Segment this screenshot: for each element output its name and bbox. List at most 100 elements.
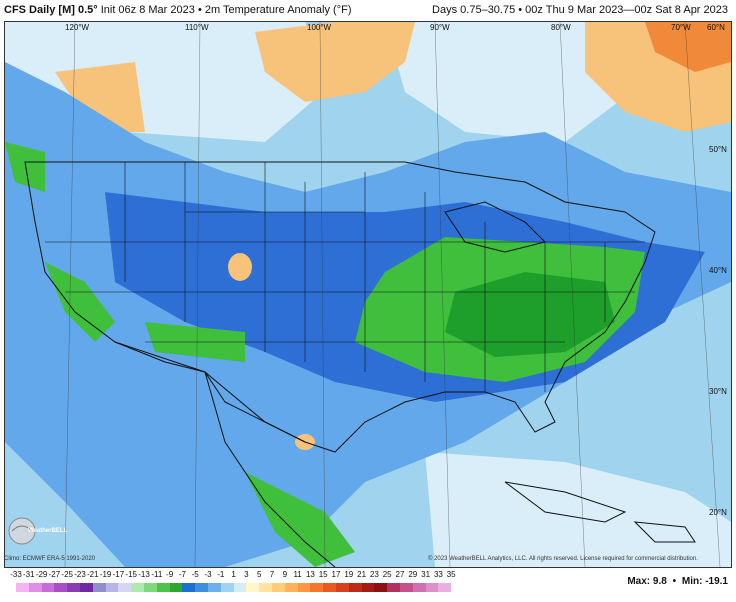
legend-tick-label: 3 <box>244 570 249 579</box>
legend-swatch <box>259 583 272 592</box>
header-sep: • <box>197 4 202 16</box>
max-value: 9.8 <box>652 576 667 587</box>
anomaly-map: 120°W 110°W 100°W 90°W 80°W 70°W 60°N 50… <box>4 21 732 568</box>
min-label: Min: <box>681 576 703 587</box>
model-name: CFS Daily [M] 0.5° <box>4 4 98 16</box>
legend-tick-label: 7 <box>269 570 275 579</box>
legend-swatch <box>438 583 452 592</box>
legend-swatch <box>67 583 80 592</box>
legend-tick-label: -17 <box>112 570 125 579</box>
legend-tick-label: 29 <box>408 570 418 579</box>
state-borders <box>45 162 645 392</box>
legend-tick-label: 27 <box>395 570 405 579</box>
legend-swatch <box>348 583 362 592</box>
legend-tick-label: -33 <box>10 570 22 579</box>
header-left: CFS Daily [M] 0.5° Init 06z 8 Mar 2023 •… <box>4 0 352 20</box>
lat-label: 30°N <box>709 387 727 396</box>
copyright-note: © 2023 WeatherBELL Analytics, LLC. All r… <box>428 556 698 562</box>
mexico-coast <box>204 371 336 567</box>
legend-tick-label: 19 <box>344 570 354 579</box>
legend-swatch <box>323 583 336 592</box>
us-outline <box>24 161 656 453</box>
legend-swatch <box>400 583 413 592</box>
legend-swatch <box>54 583 68 592</box>
legend-tick-label: 33 <box>433 570 443 579</box>
legend-swatch <box>80 583 93 592</box>
legend-tick-label: -3 <box>204 570 212 579</box>
weatherbell-logo: WeatherBELL <box>6 516 68 546</box>
legend-swatch <box>208 583 221 592</box>
legend-tick-label: 23 <box>369 570 379 579</box>
cold-california-sierra <box>45 262 115 342</box>
logo-text: WeatherBELL <box>28 528 68 534</box>
legend-swatch <box>182 583 196 592</box>
lon-label: 70°W <box>671 23 691 32</box>
footer: Climo: ECMWF ERA-5 1991-2020 © 2023 Weat… <box>0 556 736 602</box>
legend-tick-label: -11 <box>151 570 163 579</box>
valid-period: Days 0.75–30.75 • 00z Thu 9 Mar 2023—00z… <box>432 4 728 16</box>
lon-label-group: 120°W 110°W 100°W 90°W 80°W 70°W 60°N <box>65 23 725 32</box>
graticule <box>64 22 721 567</box>
legend-tick-label: 13 <box>305 570 315 579</box>
lon-label: 80°W <box>551 23 571 32</box>
legend-tick-label: -15 <box>125 570 137 579</box>
cold-vancouver-island <box>5 142 45 192</box>
legend-tick-label: -13 <box>138 570 150 579</box>
legend-tick-label: 35 <box>446 570 456 579</box>
lon-label: 110°W <box>185 23 209 32</box>
warm-spot-colorado <box>228 253 252 281</box>
legend-tick-label: -19 <box>99 570 112 579</box>
legend-tick-label: -1 <box>217 570 225 579</box>
near-normal-canada <box>385 22 645 142</box>
legend-swatch <box>272 583 285 592</box>
cold-mexico <box>245 472 355 567</box>
legend-tick-label: -7 <box>178 570 186 579</box>
legend-tick-label: -29 <box>35 570 48 579</box>
legend-swatch <box>233 583 247 592</box>
legend-swatch <box>425 583 439 592</box>
near-normal-caribbean <box>425 452 731 567</box>
warm-british-columbia <box>55 62 145 132</box>
lat-label: 40°N <box>709 266 727 275</box>
us-mexico-border <box>114 341 306 443</box>
legend-tick-label: 11 <box>293 570 302 579</box>
min-value: -19.1 <box>705 576 728 587</box>
legend-swatch <box>374 583 388 592</box>
legend-tick-label: 5 <box>256 570 262 579</box>
legend-swatch <box>144 583 157 592</box>
legend-tick-label: -25 <box>61 570 73 579</box>
legend-swatch <box>361 583 375 592</box>
lon-label: 60°N <box>707 23 725 32</box>
header: CFS Daily [M] 0.5° Init 06z 8 Mar 2023 •… <box>0 0 736 20</box>
logo-icon <box>8 517 36 545</box>
legend-tick-label: 31 <box>421 570 431 579</box>
legend-swatch <box>16 583 29 592</box>
legend-tick-label: -21 <box>87 570 99 579</box>
legend-swatch <box>387 583 400 592</box>
legend-tick-label: -27 <box>48 570 61 579</box>
legend-swatch <box>118 583 132 592</box>
legend-swatch <box>310 583 324 592</box>
hot-labrador <box>645 22 731 72</box>
legend-tick-label: 1 <box>231 570 236 579</box>
field-name: 2m Temperature Anomaly (°F) <box>204 4 352 16</box>
legend-swatch <box>412 583 426 592</box>
legend-swatch <box>195 583 208 592</box>
legend-tick-label: -31 <box>23 570 35 579</box>
legend-tick-label: 9 <box>282 570 288 579</box>
legend-swatch <box>220 583 234 592</box>
cuba-outline <box>504 481 627 523</box>
lat-label-group: 50°N 40°N 30°N 20°N <box>709 145 727 517</box>
lon-label: 120°W <box>65 23 90 32</box>
map-canvas: 120°W 110°W 100°W 90°W 80°W 70°W 60°N 50… <box>5 22 731 567</box>
legend-swatch <box>336 583 349 592</box>
legend-swatch <box>284 583 298 592</box>
lat-label: 20°N <box>709 508 727 517</box>
lat-label: 50°N <box>709 145 727 154</box>
legend-tick-label: -23 <box>74 570 86 579</box>
legend-tick-label: 15 <box>318 570 328 579</box>
max-min-stats: Max: 9.8 • Min: -19.1 <box>627 576 728 587</box>
legend-swatch <box>105 583 119 592</box>
legend-tick-label: 17 <box>331 570 341 579</box>
legend-swatch <box>246 583 260 592</box>
